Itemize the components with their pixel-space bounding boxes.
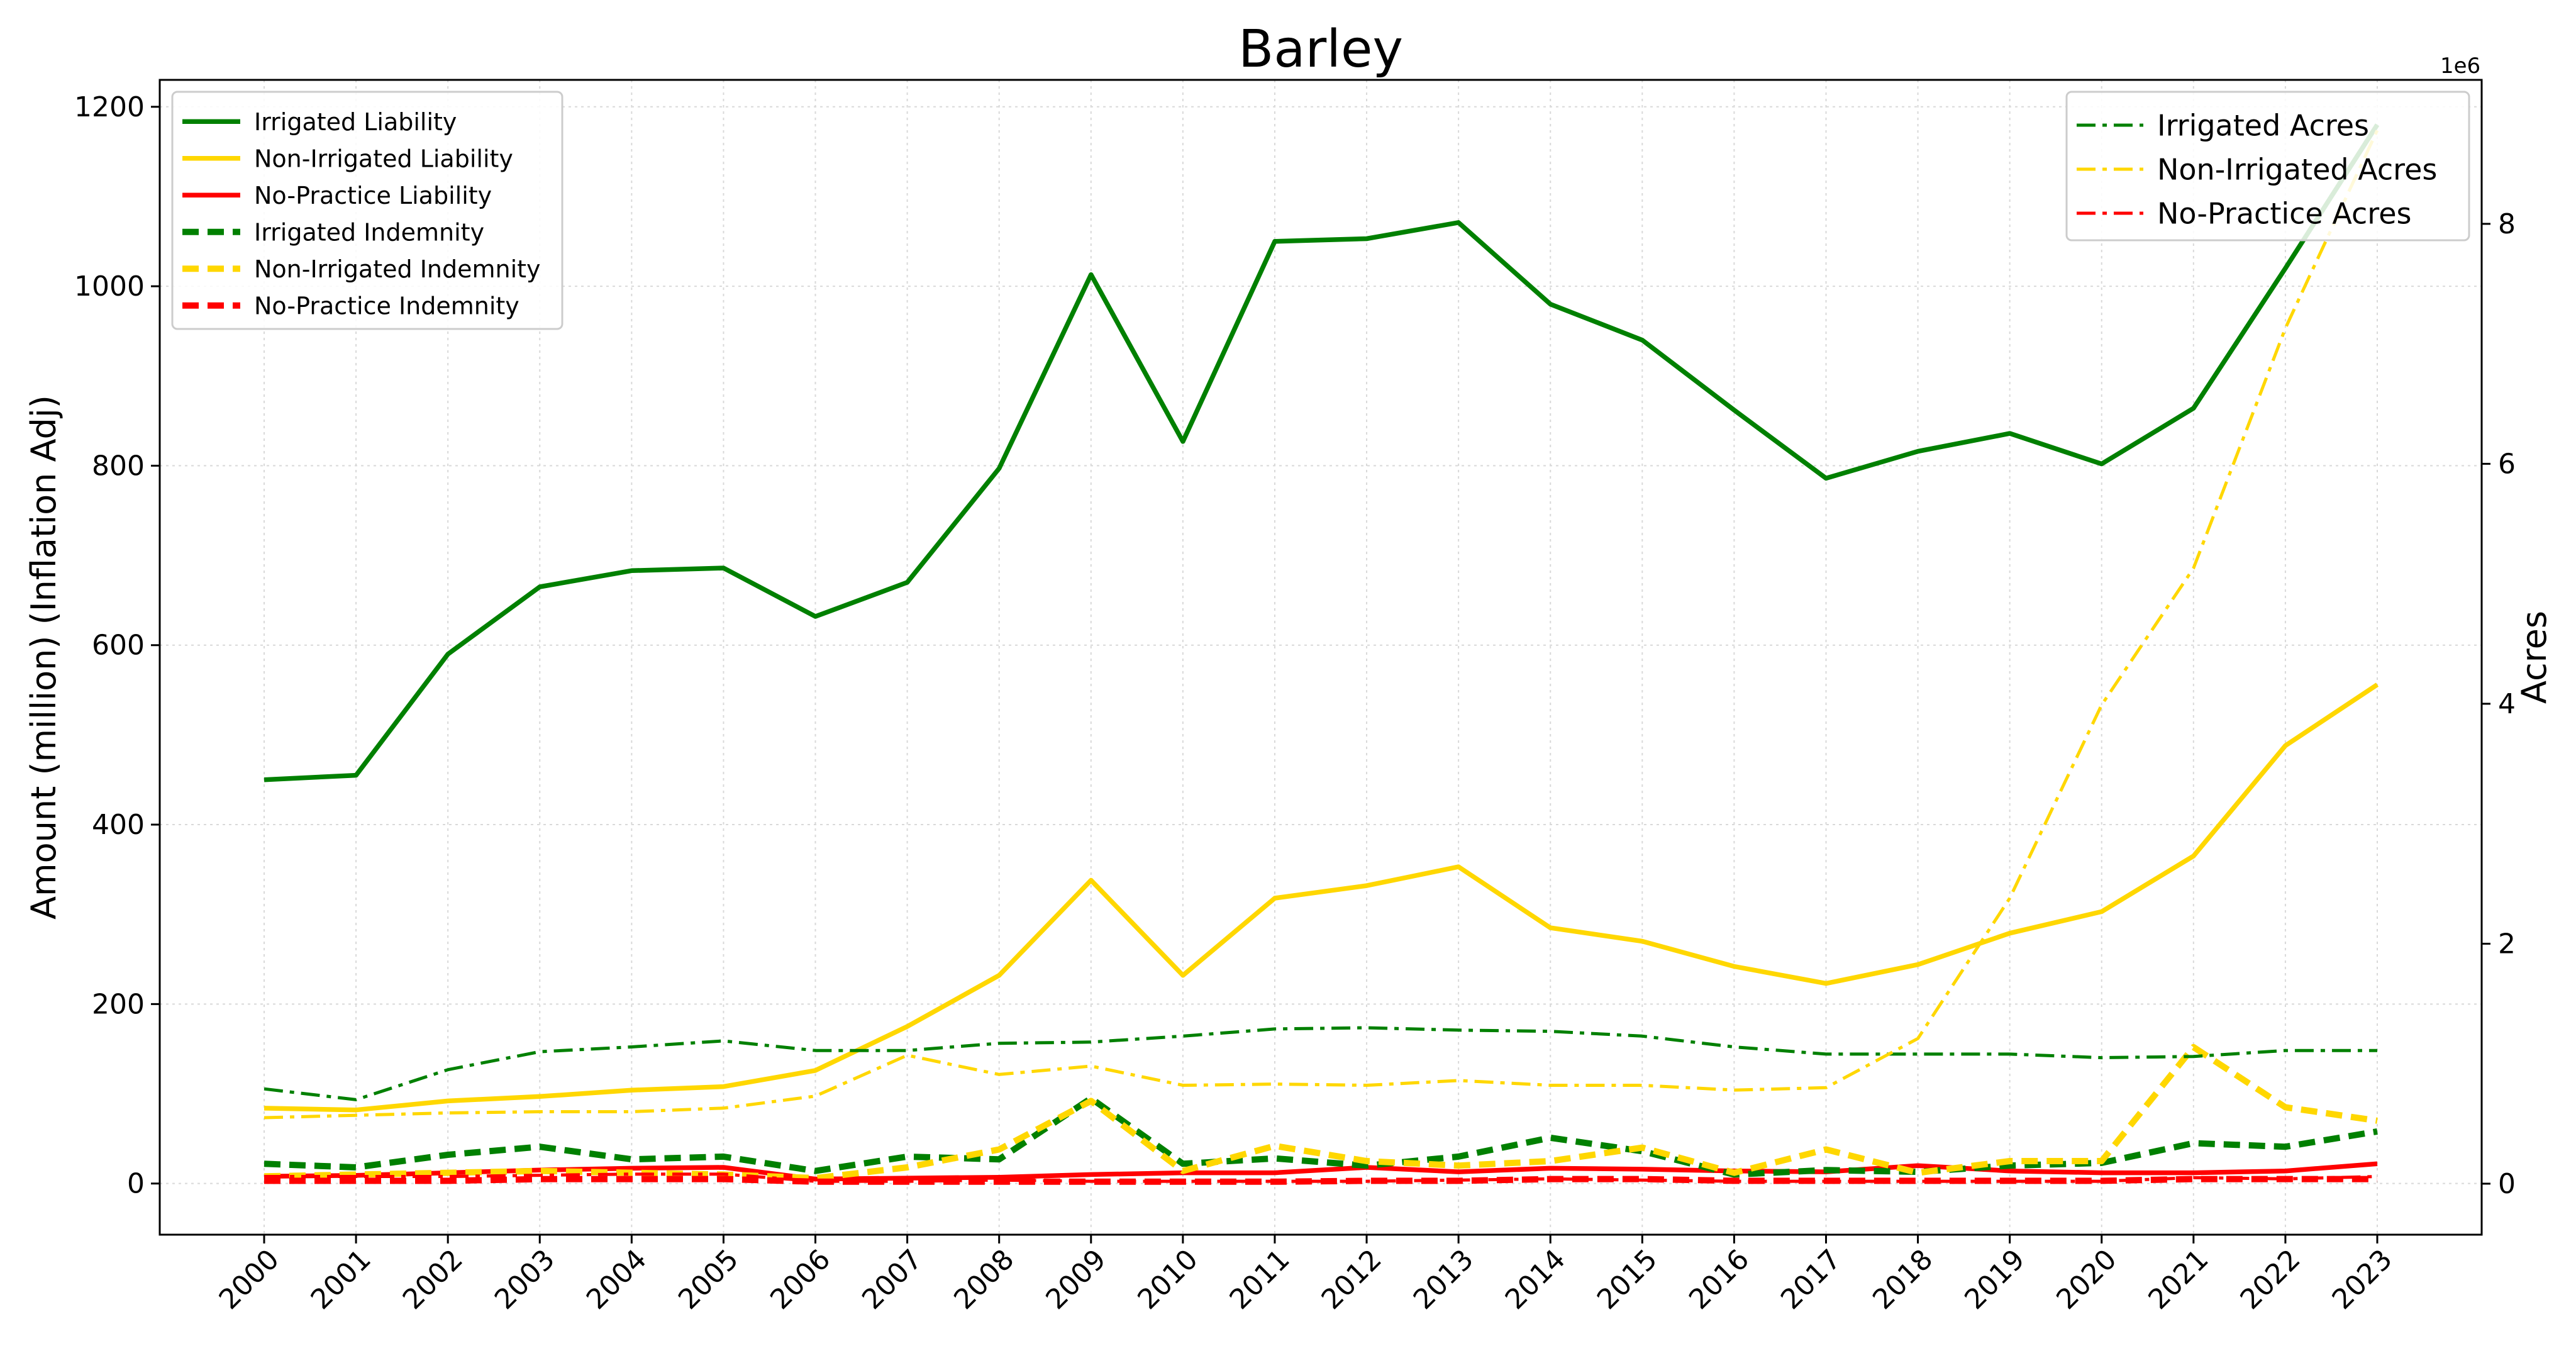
series-irrigated-liability: [264, 123, 2380, 782]
series-no-practice-acres: [264, 1172, 2378, 1183]
y-tick-label-left: 1200: [74, 91, 145, 123]
series-irrigated-acres: [264, 1026, 2377, 1101]
series-layer: [264, 123, 2380, 1185]
y-tick-label-left: 200: [92, 988, 145, 1020]
y-tick-label-right: 2: [2498, 928, 2516, 960]
y-tick-label-right: 4: [2498, 688, 2516, 720]
series-non-irrigated-indemnity: [264, 1043, 2378, 1182]
y-tick-label-right: 6: [2498, 448, 2516, 480]
y-tick-label-left: 800: [92, 450, 145, 482]
legend-liability-indemnity: Irrigated Liability Non-Irrigated Liabili…: [171, 91, 564, 330]
y-tick-label-left: 1000: [74, 270, 145, 303]
plot-frame: [158, 79, 2483, 1236]
y-tick-label-left: 0: [127, 1168, 145, 1200]
legend-label-irrigated-indemnity: Irrigated Indemnity: [254, 218, 484, 246]
y-axis-left: 0 200 400 600 800 1000 1200: [74, 91, 160, 1200]
y-axis-left-label: Amount (million) (Inflation Adj): [24, 395, 64, 920]
legend-label-irrigated-acres: Irrigated Acres: [2157, 109, 2369, 143]
series-non-irrigated-liability: [264, 682, 2379, 1113]
y-axis-right-label: Acres: [2514, 611, 2554, 704]
series-no-practice-liability: [264, 1161, 2378, 1182]
y-tick-label-left: 600: [92, 630, 145, 662]
legend-acres: Irrigated Acres Non-Irrigated Acres No-Pra…: [2065, 91, 2470, 242]
legend-label-non-irrigated-acres: Non-Irrigated Acres: [2157, 153, 2437, 187]
legend-frame: [2065, 91, 2470, 242]
series-non-irrigated-acres: [264, 130, 2379, 1120]
series-irrigated-indemnity: [264, 1095, 2378, 1178]
legend-label-no-practice-acres: No-Practice Acres: [2157, 197, 2411, 231]
legend-label-non-irrigated-indemnity: Non-Irrigated Indemnity: [254, 255, 541, 283]
y-tick-label-right: 8: [2498, 208, 2516, 240]
y-axis-right: 0 2 4 6 8: [2482, 208, 2516, 1200]
legend-frame: [171, 91, 564, 330]
chart-title: Barley: [1238, 19, 1403, 79]
y-tick-label-left: 400: [92, 809, 145, 841]
legend-label-non-irrigated-liability: Non-Irrigated Liability: [254, 145, 513, 172]
right-axis-multiplier: 1e6: [2440, 53, 2480, 79]
legend-label-irrigated-liability: Irrigated Liability: [254, 108, 457, 136]
legend-label-no-practice-liability: No-Practice Liability: [254, 182, 492, 209]
y-tick-label-right: 0: [2498, 1168, 2516, 1200]
legend-label-no-practice-indemnity: No-Practice Indemnity: [254, 292, 519, 320]
